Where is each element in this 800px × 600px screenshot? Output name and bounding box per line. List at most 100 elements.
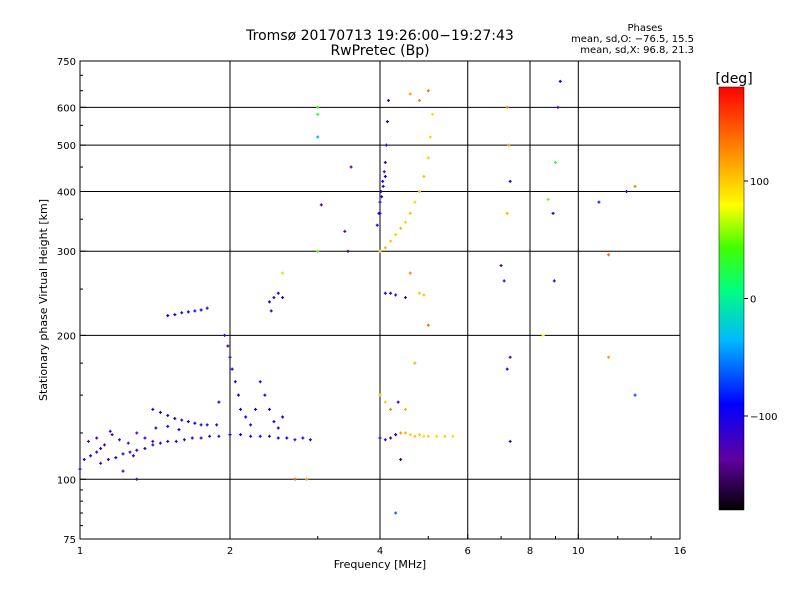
data-point bbox=[233, 380, 237, 384]
data-point bbox=[403, 220, 407, 224]
colorbar-tick-label: 0 bbox=[750, 295, 756, 306]
data-point bbox=[417, 291, 421, 295]
data-point bbox=[276, 291, 280, 295]
data-point bbox=[199, 308, 203, 312]
data-point bbox=[379, 189, 383, 193]
data-point bbox=[507, 143, 511, 147]
data-point bbox=[426, 89, 430, 93]
data-point bbox=[276, 436, 280, 440]
data-point bbox=[551, 211, 555, 215]
data-point bbox=[199, 436, 203, 440]
y-tick-label: 500 bbox=[57, 141, 76, 152]
data-point bbox=[82, 457, 86, 461]
data-point bbox=[205, 306, 209, 310]
data-point bbox=[117, 438, 121, 442]
data-point bbox=[346, 249, 350, 253]
data-point bbox=[383, 438, 387, 442]
y-tick-label: 600 bbox=[57, 103, 76, 114]
data-point bbox=[154, 426, 158, 430]
data-point bbox=[431, 112, 435, 116]
data-point bbox=[399, 226, 403, 230]
y-axis-ticks: 75 100 200 300 400 500 600 750 bbox=[57, 57, 86, 546]
data-point bbox=[394, 511, 398, 515]
data-point bbox=[385, 120, 389, 124]
data-point bbox=[383, 400, 387, 404]
data-point bbox=[89, 454, 93, 458]
data-point bbox=[174, 439, 178, 443]
y-tick-label: 200 bbox=[57, 331, 76, 342]
data-point bbox=[380, 195, 384, 199]
data-point bbox=[281, 271, 285, 275]
data-point bbox=[236, 393, 240, 397]
data-point bbox=[378, 211, 382, 215]
data-point bbox=[135, 477, 139, 481]
data-point bbox=[378, 436, 382, 440]
data-point bbox=[217, 434, 221, 438]
data-point bbox=[408, 211, 412, 215]
data-point bbox=[228, 355, 232, 359]
data-point bbox=[239, 407, 243, 411]
data-point bbox=[267, 407, 271, 411]
data-point bbox=[253, 407, 257, 411]
data-point bbox=[128, 450, 132, 454]
data-point bbox=[408, 433, 412, 437]
data-point bbox=[378, 200, 382, 204]
data-point bbox=[99, 461, 103, 465]
data-point bbox=[267, 434, 271, 438]
data-point bbox=[546, 197, 550, 201]
data-point bbox=[301, 436, 305, 440]
data-point bbox=[108, 429, 112, 433]
data-point bbox=[558, 79, 562, 83]
x-tick-label: 2 bbox=[227, 546, 233, 557]
data-point bbox=[625, 189, 629, 193]
colorbar-ticks: 100 0 −100 bbox=[744, 177, 777, 423]
x-tick-label: 6 bbox=[465, 546, 471, 557]
data-point bbox=[502, 279, 506, 283]
data-point bbox=[249, 423, 253, 427]
data-point bbox=[215, 423, 219, 427]
data-point bbox=[505, 211, 509, 215]
data-point bbox=[305, 477, 309, 481]
data-point bbox=[378, 249, 382, 253]
data-point bbox=[281, 415, 285, 419]
data-point bbox=[349, 165, 353, 169]
data-point bbox=[258, 434, 262, 438]
data-point bbox=[135, 448, 139, 452]
data-point bbox=[426, 323, 430, 327]
data-point bbox=[426, 434, 430, 438]
data-point bbox=[103, 443, 107, 447]
data-point bbox=[239, 433, 243, 437]
data-point bbox=[316, 249, 320, 253]
data-point bbox=[383, 174, 387, 178]
x-axis-ticks: 1 2 4 6 8 10 16 bbox=[77, 534, 686, 557]
data-point bbox=[422, 174, 426, 178]
data-point bbox=[258, 380, 262, 384]
colorbar-tick-label: 100 bbox=[750, 177, 769, 188]
data-point bbox=[143, 436, 147, 440]
data-point bbox=[386, 99, 390, 103]
chart-title: Tromsø 20170713 19:26:00−19:27:43 bbox=[245, 28, 514, 44]
data-point bbox=[316, 105, 320, 109]
data-point bbox=[316, 135, 320, 139]
data-point bbox=[422, 293, 426, 297]
data-point bbox=[199, 423, 203, 427]
data-point bbox=[553, 160, 557, 164]
data-point bbox=[267, 300, 271, 304]
data-point bbox=[505, 367, 509, 371]
data-point bbox=[552, 279, 556, 283]
data-point bbox=[399, 431, 403, 435]
data-points bbox=[78, 79, 637, 515]
data-point bbox=[422, 434, 426, 438]
data-point bbox=[396, 400, 400, 404]
data-point bbox=[319, 203, 323, 207]
data-point bbox=[285, 436, 289, 440]
data-point bbox=[166, 424, 170, 428]
y-axis-label: Stationary phase Virtual Height [km] bbox=[37, 199, 50, 401]
data-point bbox=[121, 469, 125, 473]
data-point bbox=[381, 184, 385, 188]
data-point bbox=[443, 434, 447, 438]
x-tick-label: 4 bbox=[377, 546, 383, 557]
data-point bbox=[121, 452, 125, 456]
data-point bbox=[403, 296, 407, 300]
data-point bbox=[308, 438, 312, 442]
